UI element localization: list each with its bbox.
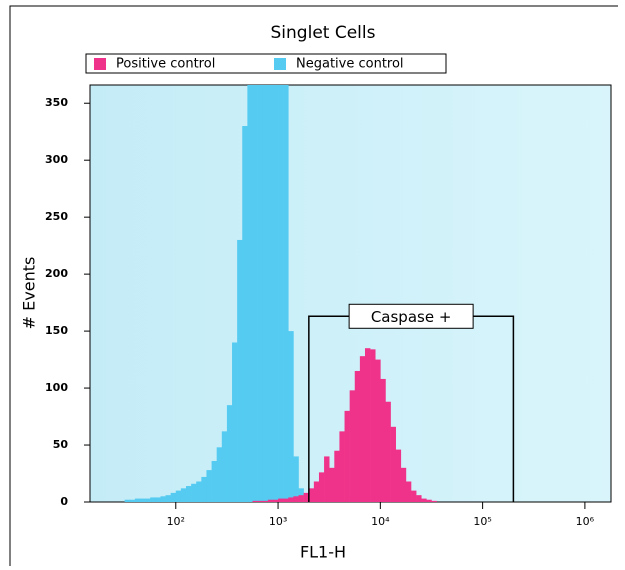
histogram-bar — [405, 481, 412, 502]
histogram-bar — [431, 500, 437, 502]
histogram-bar — [155, 497, 161, 502]
y-axis-label: # Events — [20, 257, 39, 330]
histogram-bar — [380, 378, 386, 502]
histogram-bar — [221, 431, 228, 502]
legend — [85, 53, 447, 74]
histogram-bar — [216, 447, 223, 502]
histogram-bar — [145, 498, 151, 502]
histogram-bar — [150, 497, 156, 502]
histogram-bar — [191, 483, 197, 502]
histogram-bar — [267, 85, 274, 502]
histogram-bar — [283, 498, 289, 502]
histogram-bar — [226, 405, 233, 502]
histogram-bar — [370, 349, 376, 502]
histogram-bar — [165, 495, 171, 502]
histogram-bar — [267, 499, 274, 502]
histogram-bar — [334, 450, 340, 502]
histogram-bar — [354, 370, 361, 502]
gate-label-box — [348, 303, 474, 329]
frame — [9, 5, 618, 566]
histogram-bar — [186, 486, 192, 502]
histogram-bar — [400, 467, 407, 502]
histogram-bar — [170, 492, 177, 502]
histogram-bar — [364, 348, 371, 502]
y-tick-label: 300 — [45, 153, 68, 166]
histogram-bar — [278, 85, 284, 502]
x-tick-label: 10⁵ — [473, 515, 491, 528]
histogram-bar — [288, 497, 294, 502]
histogram-bar — [390, 426, 396, 502]
y-tick-label: 250 — [45, 210, 68, 223]
histogram-bar — [124, 499, 131, 502]
histogram-bar — [175, 490, 182, 502]
x-tick-label: 10³ — [269, 515, 287, 528]
histogram-bar — [359, 356, 366, 502]
histogram-bar — [293, 456, 299, 502]
x-axis-label: FL1-H — [300, 543, 346, 562]
histogram-bar — [201, 476, 207, 502]
histogram-bar — [160, 496, 166, 502]
histogram-bar — [252, 500, 258, 502]
histogram-bar — [232, 342, 238, 502]
gate-label: Caspase + — [371, 308, 452, 326]
histogram-bar — [247, 85, 253, 502]
histogram-bar — [411, 490, 417, 502]
histogram-bar — [288, 331, 294, 502]
histogram-bar — [303, 492, 310, 502]
y-tick-label: 100 — [45, 381, 68, 394]
histogram-bar — [206, 470, 212, 502]
y-tick-label: 150 — [45, 324, 68, 337]
histogram-bar — [262, 85, 269, 502]
histogram-bar — [180, 488, 187, 502]
legend-label: Negative control — [296, 57, 404, 72]
histogram-bar — [257, 500, 264, 502]
histogram-bar — [139, 498, 146, 502]
histogram-bar — [252, 85, 258, 502]
histogram-bar — [324, 456, 330, 502]
histogram-bar — [416, 495, 422, 502]
histogram-bar — [349, 390, 356, 502]
x-tick-label: 10² — [167, 515, 185, 528]
x-tick-label: 10⁴ — [371, 515, 390, 528]
chart-title: Singlet Cells — [271, 23, 376, 43]
histogram-bar — [385, 401, 391, 502]
y-tick-label: 200 — [45, 267, 68, 280]
legend-swatch — [94, 58, 106, 70]
histogram-bar — [196, 481, 202, 502]
histogram-bar — [293, 496, 299, 502]
histogram-bar — [318, 472, 325, 502]
y-tick-label: 350 — [45, 96, 68, 109]
legend-swatch — [274, 58, 286, 70]
histogram-bar — [129, 499, 136, 502]
histogram-bar — [344, 410, 350, 502]
y-tick-label: 0 — [60, 495, 68, 508]
histogram-bar — [375, 359, 381, 502]
histogram-bar — [134, 498, 141, 502]
histogram-bar — [395, 449, 402, 502]
histogram-bar — [313, 481, 320, 502]
histogram-bar — [421, 498, 427, 502]
histogram-bar — [329, 467, 335, 502]
histogram-bar — [298, 495, 304, 502]
histogram-bar — [272, 499, 279, 502]
histogram-bar — [272, 85, 279, 502]
histogram-bar — [278, 498, 284, 502]
histogram-bar — [339, 431, 345, 502]
histogram-bar — [242, 126, 248, 502]
legend-label: Positive control — [116, 57, 215, 72]
histogram-bar — [237, 239, 243, 502]
histogram-bar — [262, 500, 269, 502]
histogram-bar — [283, 85, 289, 502]
histogram-bar — [426, 499, 432, 502]
histogram-bar — [308, 488, 315, 502]
histogram-bar — [211, 460, 217, 502]
histogram-bar — [257, 85, 264, 502]
y-tick-label: 50 — [53, 438, 69, 451]
x-tick-label: 10⁶ — [576, 515, 595, 528]
